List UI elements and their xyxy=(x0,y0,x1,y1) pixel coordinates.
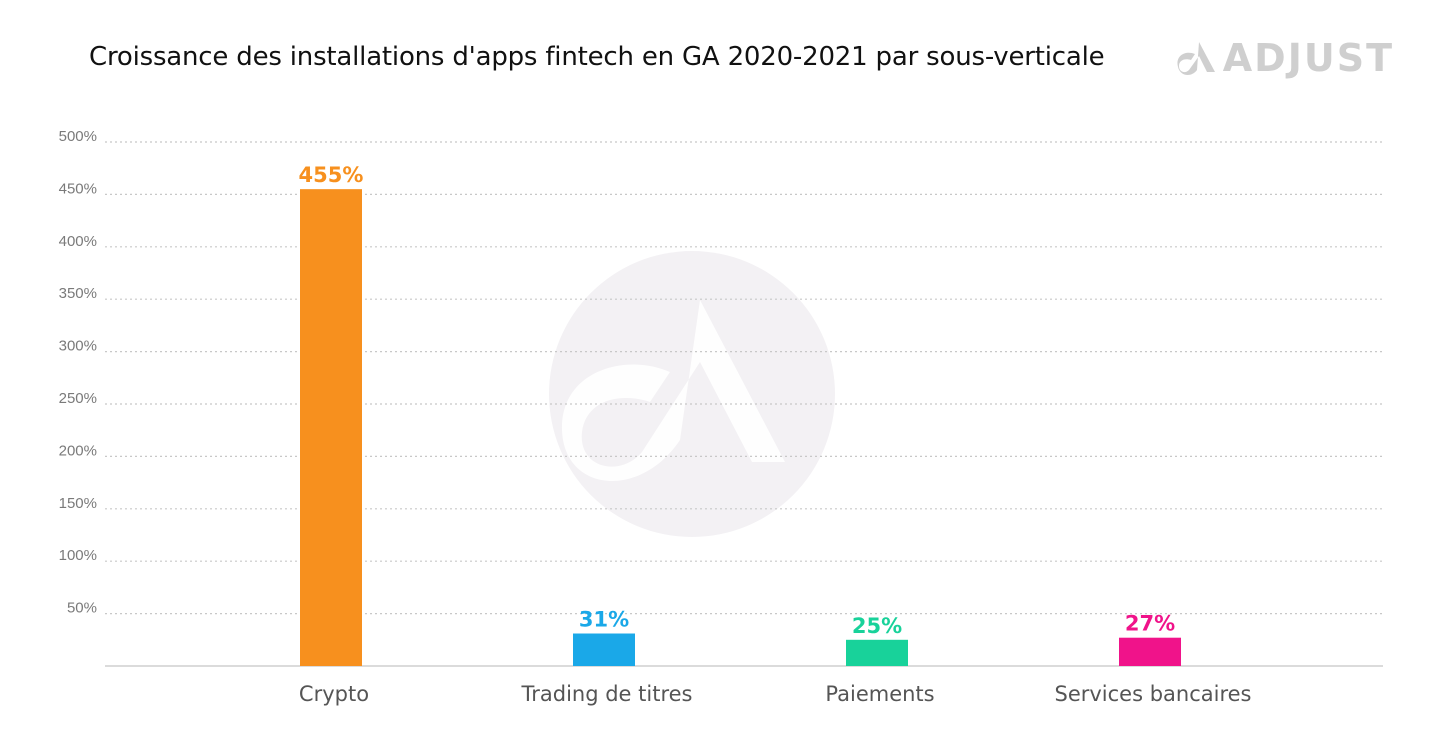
y-tick-label: 200% xyxy=(59,442,97,459)
data-label: 25% xyxy=(852,614,902,638)
y-tick-label: 50% xyxy=(67,600,97,617)
chart-title: Croissance des installations d'apps fint… xyxy=(89,42,1105,72)
data-label: 27% xyxy=(1125,612,1175,636)
y-axis-ticks: 50% 100% 150% 200% 250% 300% 350% 400% 450% 500% xyxy=(59,128,97,617)
y-tick-label: 100% xyxy=(59,547,97,564)
x-category-label: Crypto xyxy=(299,682,369,706)
bar-paiements xyxy=(846,639,908,666)
bar-services-bancaires xyxy=(1119,637,1181,666)
x-axis-categories: Crypto Trading de titres Paiements Services… xyxy=(299,682,1252,706)
data-label: 31% xyxy=(579,608,629,632)
y-tick-label: 150% xyxy=(59,495,97,512)
bar-trading-de-titres xyxy=(573,633,635,666)
bars xyxy=(300,189,1181,666)
data-labels: 455% 31% 25% 27% xyxy=(299,163,1176,638)
y-tick-label: 250% xyxy=(59,390,97,407)
gridlines xyxy=(105,141,1383,615)
adjust-logo-text: ADJUST xyxy=(1222,36,1394,80)
y-tick-label: 450% xyxy=(59,180,97,197)
adjust-logo: ADJUST xyxy=(1177,36,1394,80)
adjust-logo-icon xyxy=(1177,42,1215,76)
y-tick-label: 300% xyxy=(59,338,97,355)
watermark xyxy=(549,251,835,537)
x-category-label: Paiements xyxy=(825,682,934,706)
data-label: 455% xyxy=(299,163,364,187)
y-tick-label: 500% xyxy=(59,128,97,145)
x-category-label: Trading de titres xyxy=(521,682,693,706)
x-category-label: Services bancaires xyxy=(1054,682,1251,706)
y-tick-label: 350% xyxy=(59,285,97,302)
bar-crypto xyxy=(300,189,362,666)
y-tick-label: 400% xyxy=(59,233,97,250)
